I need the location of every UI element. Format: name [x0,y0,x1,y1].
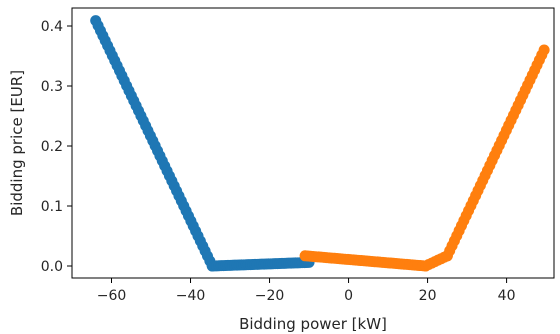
y-tick-label-5: 0.4 [41,19,63,35]
x-tick-label-3: −20 [255,288,285,304]
plot-area-frame [71,7,555,279]
x-tick-label-4: 0 [344,288,353,304]
data-point-series-2-seg-3-42 [538,44,550,56]
x-tick-label-6: 40 [498,288,516,304]
x-tick-label-1: −60 [97,288,127,304]
x-tick-label-2: −40 [176,288,206,304]
x-tick-label-5: 20 [419,288,437,304]
axis-ticks: −60 −40 −20 0 20 40 0.0 0.1 0.2 0.3 0.4 [41,19,516,304]
data-points [90,15,550,272]
y-tick-label-1: 0.0 [41,259,63,275]
y-axis-label: Bidding price [EUR] [8,70,26,216]
y-tick-label-3: 0.2 [41,139,63,155]
y-tick-label-2: 0.1 [41,199,63,215]
y-tick-label-4: 0.3 [41,79,63,95]
x-axis-label: Bidding power [kW] [239,315,387,333]
